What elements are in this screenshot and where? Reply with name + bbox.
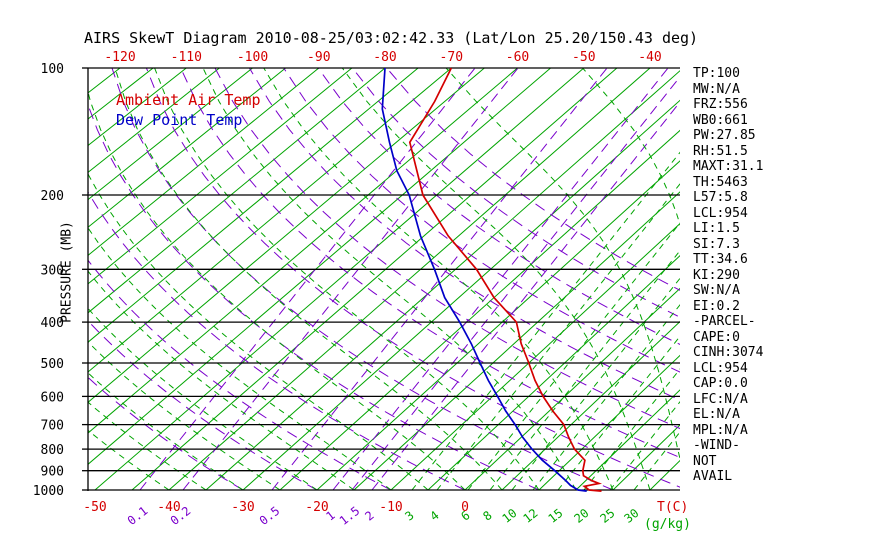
top-temp-tick-label: -40: [638, 50, 661, 65]
pressure-tick-label: 800: [41, 443, 64, 458]
stat-line: TP:100: [693, 66, 740, 81]
chart-title: AIRS SkewT Diagram 2010-08-25/03:02:42.3…: [84, 29, 699, 47]
stat-line: FRZ:556: [693, 97, 748, 112]
stat-line: TT:34.6: [693, 252, 748, 267]
mixing-ratio-lines: [139, 68, 680, 491]
top-temp-tick-label: -70: [440, 50, 463, 65]
top-temp-tick-label: -50: [572, 50, 595, 65]
moist-adiabat-lines: [88, 68, 680, 491]
stat-line: LCL:954: [693, 360, 748, 376]
stat-line: -PARCEL-: [693, 314, 756, 329]
stat-line: SI:7.3: [693, 236, 740, 252]
top-temp-tick-label: -90: [307, 50, 330, 65]
mixing-ratio-label: 4: [427, 508, 441, 523]
temp-unit-label: T(C): [657, 500, 689, 515]
mixing-ratio-label: 20: [572, 506, 592, 526]
mixing-ratio-label: 2: [362, 508, 376, 523]
stat-line: PW:27.85: [693, 128, 756, 143]
mixing-ratio-label: 12: [521, 506, 541, 526]
stat-line: LCL:954: [693, 205, 748, 221]
pressure-tick-label: 200: [41, 189, 64, 204]
top-temp-tick-label: -120: [104, 50, 135, 65]
ambient-temp-curve: [408, 67, 603, 492]
bottom-temp-tick-label: 0: [461, 500, 469, 515]
pressure-tick-label: 500: [41, 357, 64, 372]
mixing-ratio-label: 6: [458, 508, 472, 523]
dry-adiabat-lines: [88, 68, 680, 491]
mixing-ratio-label: 10: [500, 506, 520, 526]
mixing-ratio-label: 8: [480, 508, 494, 523]
mixing-ratio-unit-label: (g/kg): [644, 517, 691, 532]
stat-line: LFC:N/A: [693, 391, 748, 407]
stat-line: RH:51.5: [693, 143, 748, 159]
top-temp-tick-label: -110: [171, 50, 202, 65]
top-temp-tick-label: -60: [506, 50, 529, 65]
pressure-tick-label: 100: [41, 62, 64, 77]
stat-line: LI:1.5: [693, 221, 740, 236]
stat-line: MW:N/A: [693, 81, 740, 97]
sounding-profiles: [381, 67, 603, 492]
stat-line: L57:5.8: [693, 190, 748, 205]
bottom-temp-tick-label: -30: [231, 500, 254, 515]
mixing-ratio-label: 15: [546, 506, 566, 526]
top-temp-tick-label: -80: [373, 50, 396, 65]
pressure-tick-label: 300: [41, 263, 64, 278]
stat-line: -WIND-: [693, 438, 740, 453]
stat-line: CAP:0.0: [693, 376, 748, 391]
stat-line: AVAIL: [693, 469, 733, 484]
stat-line: EI:0.2: [693, 298, 740, 314]
stats-panel: TP:100 MW:N/A FRZ:556 WB0:661 PW:27.85 RH:51.…: [693, 66, 763, 485]
bottom-temp-tick-label: -50: [83, 500, 106, 515]
pressure-tick-label: 700: [41, 419, 64, 434]
mixing-ratio-label: 25: [598, 506, 618, 526]
stat-line: NOT: [693, 453, 717, 469]
pressure-tick-label: 900: [41, 465, 64, 480]
stat-line: WB0:661: [693, 112, 748, 128]
mixing-ratio-label: 1: [323, 508, 337, 523]
stat-line: CINH:3074: [693, 345, 764, 360]
pressure-tick-label: 1000: [33, 484, 64, 499]
legend-dew-point-temp: Dew Point Temp: [116, 111, 243, 129]
stat-line: TH:5463: [693, 174, 748, 190]
pressure-tick-label: 400: [41, 316, 64, 331]
pressure-grid: [82, 67, 680, 491]
stat-line: MAXT:31.1: [693, 159, 764, 174]
bottom-temp-tick-label: -20: [305, 500, 328, 515]
mixing-ratio-label: 0.5: [257, 504, 283, 528]
mixing-ratio-label: 1.5: [337, 504, 363, 528]
pressure-tick-label: 600: [41, 390, 64, 405]
stat-line: MPL:N/A: [693, 422, 748, 438]
stat-line: CAPE:0: [693, 329, 740, 345]
mixing-ratio-label: 0.1: [125, 504, 151, 528]
pressure-axis-label: PRESSURE (MB): [59, 221, 75, 323]
mixing-ratio-label: 3: [402, 508, 416, 523]
bottom-temp-tick-label: -40: [157, 500, 180, 515]
legend-ambient-air-temp: Ambient Air Temp: [116, 91, 261, 109]
stat-line: SW:N/A: [693, 283, 740, 298]
dew-point-curve: [381, 67, 587, 492]
top-temp-tick-label: -100: [237, 50, 268, 65]
mixing-ratio-label: 30: [622, 506, 642, 526]
stat-line: KI:290: [693, 267, 740, 283]
stat-line: EL:N/A: [693, 407, 740, 422]
bottom-temp-tick-label: -10: [379, 500, 402, 515]
